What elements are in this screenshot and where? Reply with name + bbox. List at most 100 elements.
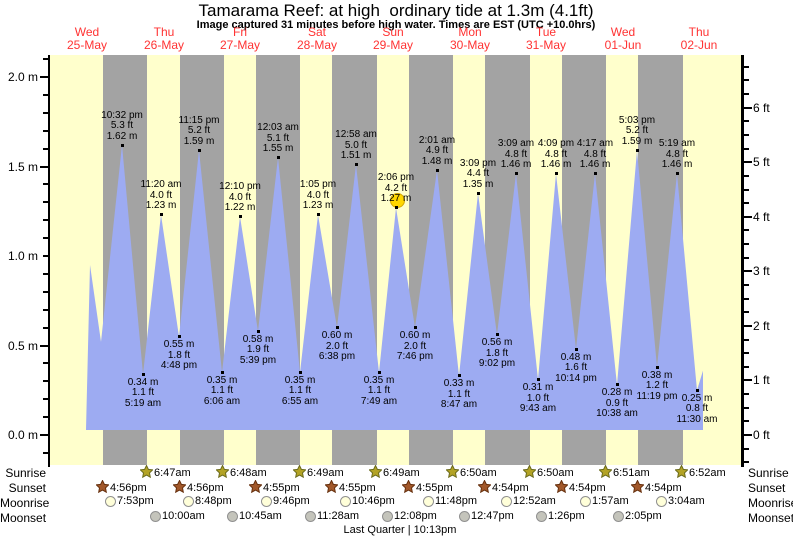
sunrise-time: 6:48am xyxy=(230,467,267,479)
y-axis-label-ft: 1 ft xyxy=(753,373,770,388)
sunset-event: 4:56pm xyxy=(95,479,147,497)
high-tide-annotation: 4:09 pm 4.8 ft 1.46 m xyxy=(537,138,575,171)
y-axis-tick-m xyxy=(43,111,48,114)
sunset-event: 4:54pm xyxy=(477,479,529,497)
moonset-event: 10:00am xyxy=(150,510,205,523)
moon-phase-label: Last Quarter | 10:13pm xyxy=(343,524,457,536)
y-axis-tick-ft xyxy=(744,133,749,136)
moonset-event: 10:45am xyxy=(227,510,282,523)
sunrise-star-icon xyxy=(139,464,154,482)
high-tide-annotation: 12:10 pm 4.0 ft 1.22 m xyxy=(219,181,261,214)
day-label: Thu 02-Jun xyxy=(680,25,718,52)
tide-curve xyxy=(50,55,742,465)
astro-row-label-left: Sunrise xyxy=(5,466,46,480)
moonset-time: 2:05pm xyxy=(625,510,662,522)
y-axis-tick-ft xyxy=(744,434,752,436)
y-axis-tick-m xyxy=(43,183,48,186)
low-tide-annotation: 0.34 m 1.1 ft 5:19 am xyxy=(124,376,162,409)
tide-point-dot xyxy=(413,326,417,330)
left-axis-line xyxy=(48,55,50,467)
low-tide-annotation: 0.56 m 1.8 ft 9:02 pm xyxy=(478,337,516,370)
y-axis-tick-ft xyxy=(744,324,752,327)
chart-title: Tamarama Reef: at high ordinary tide at … xyxy=(198,1,594,20)
moonset-icon xyxy=(227,511,238,522)
low-tide-annotation: 0.55 m 1.8 ft 4:48 pm xyxy=(160,339,198,372)
sunrise-star-icon xyxy=(445,464,460,482)
y-axis-tick-m xyxy=(40,434,48,436)
sunrise-star-icon xyxy=(292,464,307,482)
low-tide-annotation: 0.35 m 1.1 ft 6:55 am xyxy=(281,374,319,407)
moonset-event: 11:28am xyxy=(305,510,359,523)
sunset-star-icon xyxy=(477,479,492,497)
y-axis-tick-ft xyxy=(744,188,749,191)
tide-point-dot xyxy=(298,370,302,374)
high-tide-annotation: 3:09 am 4.8 ft 1.46 m xyxy=(497,138,535,171)
y-axis-tick-ft xyxy=(744,393,749,396)
y-axis-label-ft: 0 ft xyxy=(753,428,770,442)
sunrise-star-icon xyxy=(215,464,230,482)
high-tide-annotation: 12:58 am 5.0 ft 1.51 m xyxy=(335,129,377,162)
y-axis-tick-ft xyxy=(744,120,749,123)
low-tide-annotation: 0.35 m 1.1 ft 6:06 am xyxy=(203,374,241,407)
moonset-icon xyxy=(382,511,393,522)
y-axis-tick-m xyxy=(43,93,48,96)
y-axis-tick-m xyxy=(43,237,48,240)
moonrise-icon xyxy=(580,496,591,507)
sunrise-event: 6:52am xyxy=(674,464,726,482)
tide-point-dot xyxy=(655,365,659,369)
y-axis-tick-ft xyxy=(744,270,752,273)
moonrise-icon xyxy=(105,496,116,507)
sunset-event: 4:55pm xyxy=(401,479,453,497)
y-axis-tick-ft xyxy=(744,352,749,355)
high-tide-annotation: 2:06 pm 4.2 ft 1.27 m xyxy=(377,172,415,205)
high-tide-annotation: 10:32 pm 5.3 ft 1.62 m xyxy=(101,109,143,142)
tide-point-dot xyxy=(574,347,578,351)
sunset-event: 4:56pm xyxy=(172,479,224,497)
y-axis-tick-m xyxy=(43,147,48,150)
moonrise-time: 8:48pm xyxy=(195,495,232,507)
moonrise-event: 7:53pm xyxy=(105,495,154,508)
high-tide-annotation: 11:20 am 4.0 ft 1.23 m xyxy=(140,179,182,212)
tide-point-dot xyxy=(536,378,540,381)
moonrise-time: 3:04am xyxy=(668,495,705,507)
moonrise-time: 12:52am xyxy=(513,495,556,507)
tide-point-dot xyxy=(695,388,699,392)
y-axis-tick-ft xyxy=(744,447,749,450)
y-axis-tick-ft xyxy=(744,297,749,300)
y-axis-tick-m xyxy=(43,219,48,222)
y-axis-label-ft: 6 ft xyxy=(753,100,770,115)
astro-row-label-left: Sunset xyxy=(8,481,46,495)
low-tide-annotation: 0.38 m 1.2 ft 11:19 pm xyxy=(636,369,678,402)
tide-point-dot xyxy=(220,370,224,374)
low-tide-annotation: 0.60 m 2.0 ft 7:46 pm xyxy=(396,330,434,363)
sunset-star-icon xyxy=(630,479,645,497)
high-tide-annotation: 1:05 pm 4.0 ft 1.23 m xyxy=(299,179,337,212)
moonrise-icon xyxy=(340,496,351,507)
tide-point-dot xyxy=(514,172,518,176)
moonrise-time: 1:57am xyxy=(592,495,629,507)
sunrise-event: 6:47am xyxy=(139,464,191,482)
sunrise-time: 6:50am xyxy=(537,467,574,479)
sunrise-time: 6:49am xyxy=(383,467,420,479)
high-tide-annotation: 3:09 pm 4.4 ft 1.35 m xyxy=(459,157,497,190)
y-axis-label-ft: 4 ft xyxy=(753,209,770,224)
sunrise-event: 6:48am xyxy=(215,464,267,482)
moonrise-event: 11:48pm xyxy=(423,495,477,508)
y-axis-tick-ft xyxy=(744,379,752,382)
low-tide-annotation: 0.48 m 1.6 ft 10:14 pm xyxy=(555,351,597,384)
y-axis-tick-m xyxy=(43,255,48,257)
tide-point-dot xyxy=(615,383,619,387)
y-axis-tick-ft xyxy=(744,79,749,82)
day-label: Wed 25-May xyxy=(66,25,107,52)
sunset-time: 4:55pm xyxy=(339,482,376,494)
y-axis-tick-m xyxy=(43,416,48,419)
day-label: Sat 28-May xyxy=(296,25,337,52)
moonrise-event: 1:57am xyxy=(580,495,629,508)
sunset-event: 4:55pm xyxy=(248,479,300,497)
sunrise-event: 6:49am xyxy=(292,464,344,482)
y-axis-tick-ft xyxy=(744,256,749,259)
tide-point-dot xyxy=(635,148,639,152)
tide-point-dot xyxy=(593,172,597,176)
y-axis-tick-m xyxy=(43,308,48,311)
